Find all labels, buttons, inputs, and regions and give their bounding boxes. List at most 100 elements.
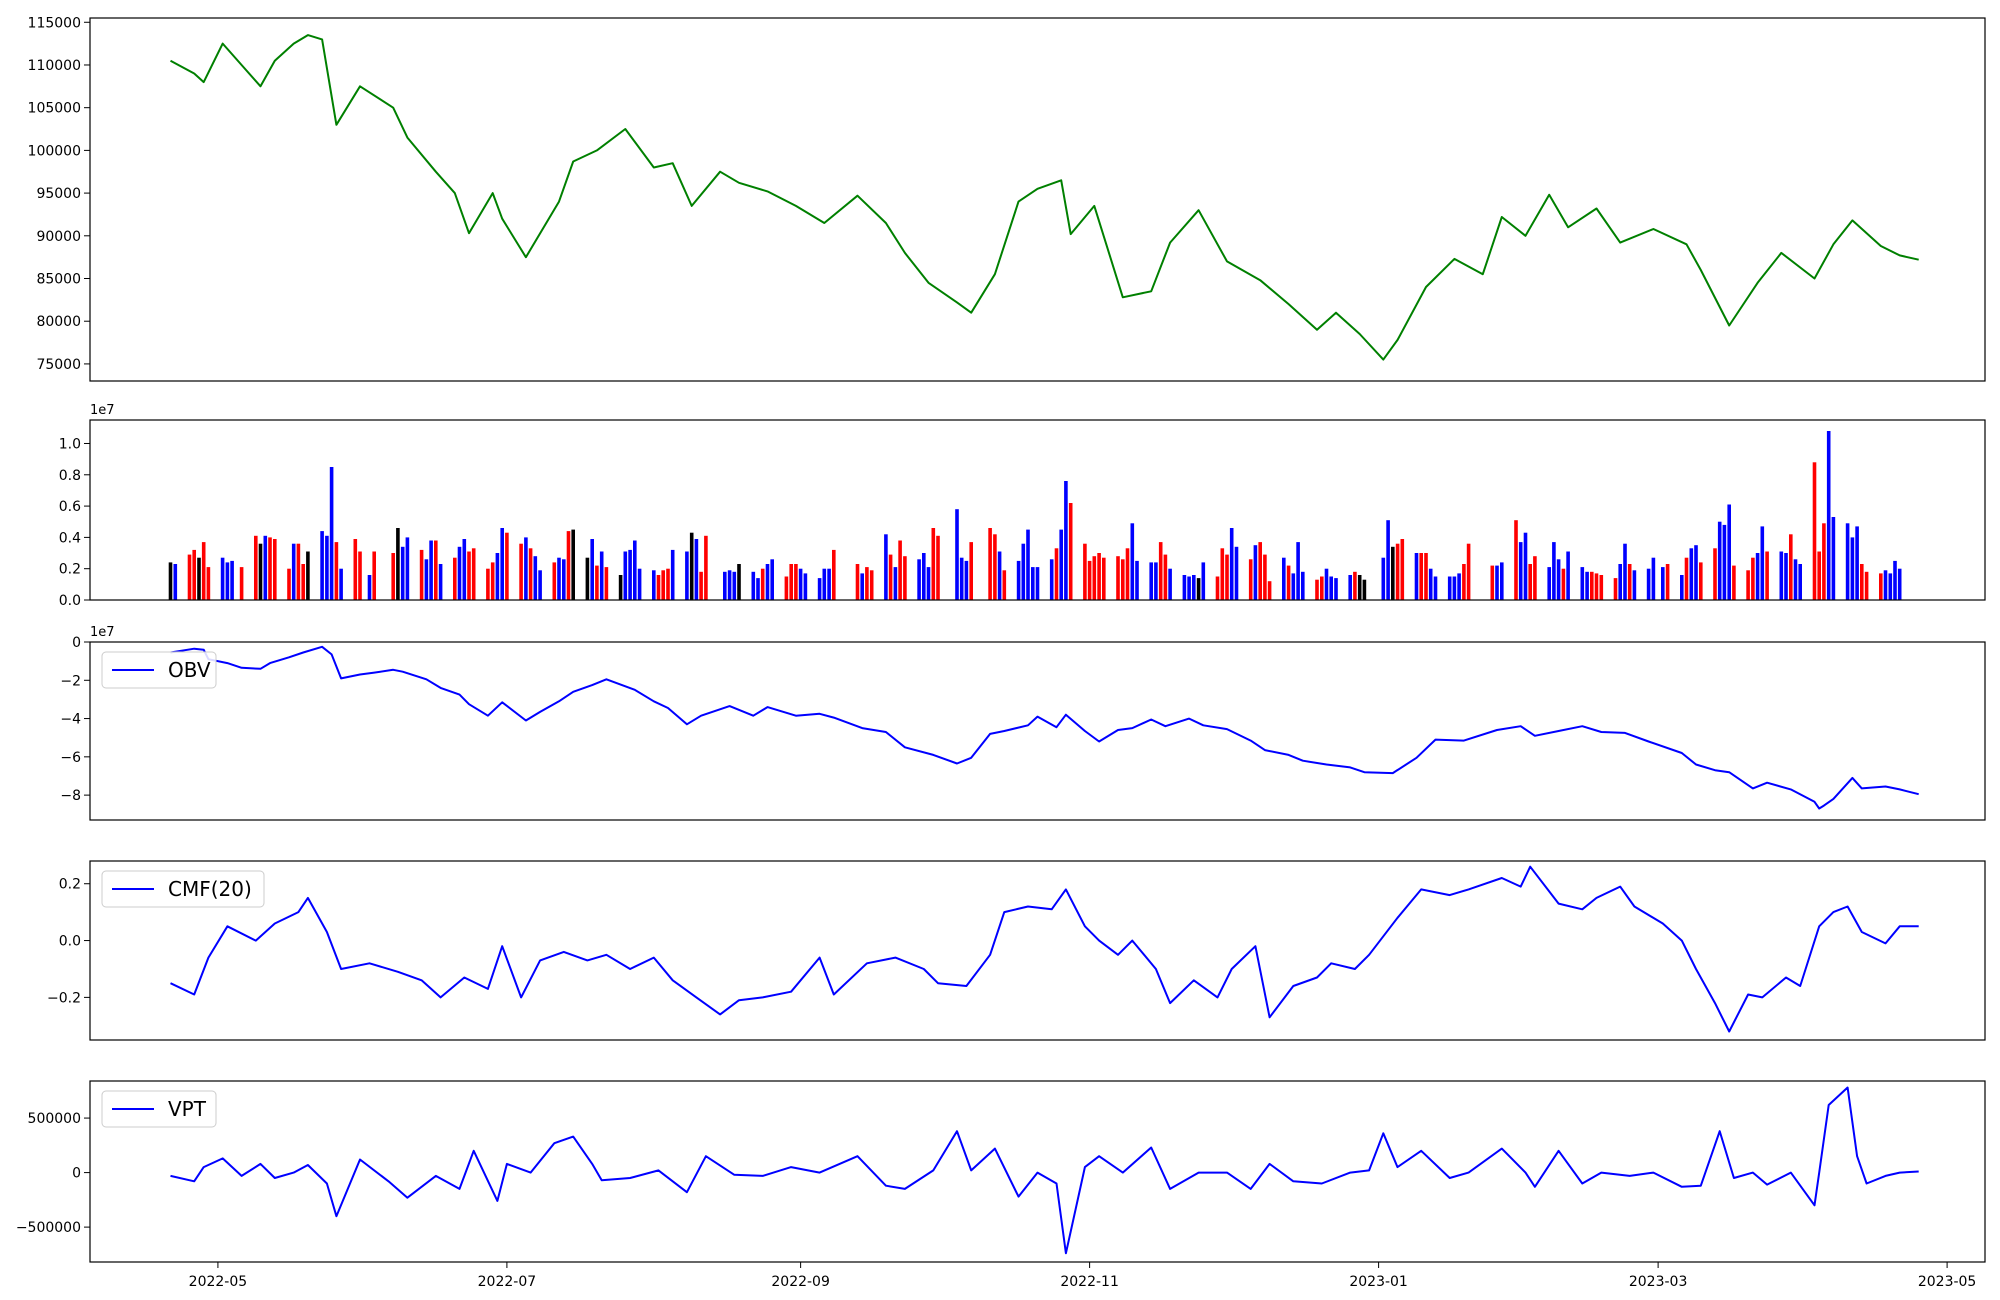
- volume-bar: [557, 557, 561, 600]
- volume-bar: [599, 551, 604, 600]
- offset-label: 1e7: [90, 625, 115, 640]
- volume-bar: [765, 564, 770, 600]
- y-tick-label: −4: [60, 712, 81, 728]
- x-tick-label: 2022-11: [1060, 1274, 1119, 1290]
- offset-label: 1e7: [90, 403, 115, 418]
- volume-bar: [1026, 529, 1030, 600]
- volume-bar: [424, 559, 429, 600]
- volume-bar: [1168, 568, 1172, 600]
- volume-bar: [1613, 578, 1618, 600]
- volume-bar: [1732, 565, 1736, 600]
- volume-bar: [1192, 575, 1196, 600]
- x-tick-label: 2023-03: [1629, 1274, 1688, 1290]
- volume-bar: [1135, 560, 1139, 600]
- y-tick-label: 500000: [28, 1111, 81, 1127]
- volume-bar: [1201, 562, 1206, 600]
- volume-bar: [1466, 543, 1471, 600]
- volume-bar: [1154, 562, 1158, 600]
- y-tick-label: 90000: [36, 229, 81, 245]
- volume-bar: [1684, 557, 1689, 600]
- volume-bar: [1533, 556, 1537, 600]
- volume-bar: [1566, 551, 1570, 600]
- legend-label: OBV: [168, 658, 211, 682]
- volume-bar: [1158, 542, 1163, 600]
- volume-bar: [827, 568, 831, 600]
- volume-bar: [273, 539, 277, 600]
- volume-bar: [1462, 564, 1466, 600]
- volume-bar: [1883, 570, 1888, 600]
- volume-bar: [1618, 564, 1622, 600]
- volume-bar: [168, 562, 173, 600]
- volume-bar: [1826, 431, 1831, 600]
- volume-bar: [670, 549, 675, 600]
- volume-bar: [367, 575, 372, 600]
- shared-x-axis: 2022-05 2022-07 2022-09 2022-11 2023-01 2023-…: [189, 1262, 1977, 1290]
- x-tick-label: 2023-05: [1918, 1274, 1977, 1290]
- volume-bar: [1424, 553, 1428, 600]
- volume-bar: [320, 531, 324, 600]
- volume-bar: [1116, 556, 1120, 600]
- volume-bar: [1457, 573, 1461, 600]
- volume-bar: [192, 549, 196, 600]
- volume-bar: [803, 573, 808, 600]
- volume-bar: [1746, 570, 1750, 600]
- volume-bar: [1556, 559, 1561, 600]
- cmf-line: [170, 865, 1919, 1033]
- volume-bar: [1713, 548, 1717, 600]
- volume-bar: [1447, 576, 1452, 600]
- volume-bar: [1097, 553, 1101, 600]
- volume-bar: [959, 557, 964, 600]
- volume-bar: [1054, 548, 1059, 600]
- volume-bar: [1049, 559, 1054, 600]
- y-tick-label: −6: [60, 750, 81, 766]
- volume-bar: [1665, 564, 1670, 600]
- cmf-panel: −0.2 0.0 0.2 CMF(20): [47, 860, 1986, 1041]
- volume-bar: [1002, 570, 1007, 600]
- y-tick-label: 100000: [28, 143, 81, 159]
- volume-bar: [1433, 576, 1438, 600]
- volume-bar: [1016, 560, 1021, 600]
- volume-bar: [566, 531, 571, 600]
- volume-bar: [1282, 557, 1286, 600]
- volume-bar: [595, 565, 599, 600]
- volume-bar: [1812, 462, 1817, 600]
- volume-bar: [552, 562, 557, 600]
- volume-bar: [964, 560, 969, 600]
- volume-bar: [1362, 579, 1367, 600]
- volume-bar: [1627, 564, 1632, 600]
- volume-bar: [751, 571, 756, 600]
- y-tick-label: 110000: [28, 58, 81, 74]
- volume-bar: [296, 543, 301, 600]
- axes-frame: [89, 860, 1986, 1041]
- volume-bar: [732, 571, 737, 600]
- volume-bar: [505, 532, 509, 600]
- volume-bar: [1552, 542, 1556, 600]
- volume-bar: [1727, 504, 1731, 600]
- volume-bar: [723, 571, 727, 600]
- volume-bar: [1897, 568, 1902, 600]
- volume-bar: [1547, 567, 1551, 600]
- volume-bar: [1064, 481, 1068, 600]
- legend-label: VPT: [168, 1097, 207, 1121]
- volume-bar: [1348, 575, 1352, 600]
- y-tick-label: −8: [60, 788, 81, 804]
- volume-bar: [1215, 576, 1220, 600]
- volume-bar: [1523, 532, 1528, 600]
- volume-bar: [1196, 578, 1201, 600]
- y-tick-label: −0.2: [47, 990, 81, 1006]
- volume-bar: [1320, 576, 1324, 600]
- volume-bar: [358, 551, 362, 600]
- axes-frame: [89, 419, 1986, 601]
- volume-bar: [1253, 545, 1258, 600]
- price-panel: 75000 80000 85000 90000 95000 100000 105000 110…: [28, 15, 1986, 382]
- volume-bar: [988, 528, 992, 600]
- volume-bar: [784, 576, 789, 600]
- y-tick-label: 0.2: [59, 562, 81, 578]
- volume-bar: [533, 556, 538, 600]
- volume-bar: [888, 554, 893, 600]
- volume-bar: [699, 571, 703, 600]
- volume-bar: [1315, 579, 1319, 600]
- volume-bar: [467, 551, 471, 600]
- volume-bar: [666, 568, 670, 600]
- volume-bar: [590, 539, 594, 600]
